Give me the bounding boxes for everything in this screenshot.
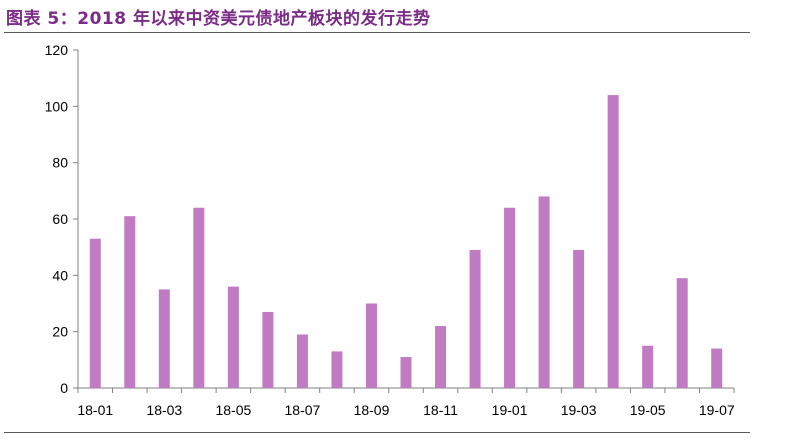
- bar-18-01: [89, 238, 101, 388]
- y-tick-label: 80: [52, 155, 68, 171]
- bar-18-09: [365, 303, 377, 388]
- x-tick-label: 18-11: [423, 402, 458, 418]
- bar-19-06: [676, 278, 688, 388]
- bar-18-02: [124, 216, 136, 388]
- footer-rule: [4, 432, 750, 433]
- bar-19-02: [538, 196, 550, 388]
- title-rule: [4, 32, 750, 33]
- bar-19-03: [573, 249, 585, 388]
- bar-18-05: [227, 286, 239, 388]
- bar-18-04: [193, 207, 205, 388]
- x-tick-label: 19-05: [630, 402, 666, 418]
- chart-title: 图表 5：2018 年以来中资美元债地产板块的发行走势: [6, 9, 431, 29]
- bar-18-10: [400, 357, 412, 388]
- x-tick-label: 18-03: [146, 402, 182, 418]
- y-tick-label: 20: [52, 324, 68, 340]
- bar-18-12: [469, 249, 481, 388]
- bar-18-08: [331, 351, 343, 388]
- bar-18-11: [435, 326, 447, 388]
- bar-18-06: [262, 311, 274, 388]
- x-tick-label: 19-01: [492, 402, 528, 418]
- bar-18-03: [158, 289, 170, 388]
- bar-19-01: [504, 207, 516, 388]
- bar-19-04: [607, 95, 619, 389]
- y-tick-label: 60: [52, 211, 68, 227]
- bar-19-07: [711, 348, 723, 388]
- bar-18-07: [296, 334, 308, 388]
- y-tick-label: 120: [45, 42, 69, 58]
- y-tick-label: 40: [52, 267, 68, 283]
- bar-19-05: [642, 345, 654, 388]
- y-tick-label: 100: [45, 98, 69, 114]
- x-tick-label: 18-01: [77, 402, 113, 418]
- x-tick-label: 19-07: [699, 402, 735, 418]
- y-tick-label: 0: [60, 380, 68, 396]
- x-tick-label: 18-09: [354, 402, 390, 418]
- x-tick-label: 19-03: [561, 402, 597, 418]
- x-tick-label: 18-05: [215, 402, 251, 418]
- x-tick-label: 18-07: [285, 402, 321, 418]
